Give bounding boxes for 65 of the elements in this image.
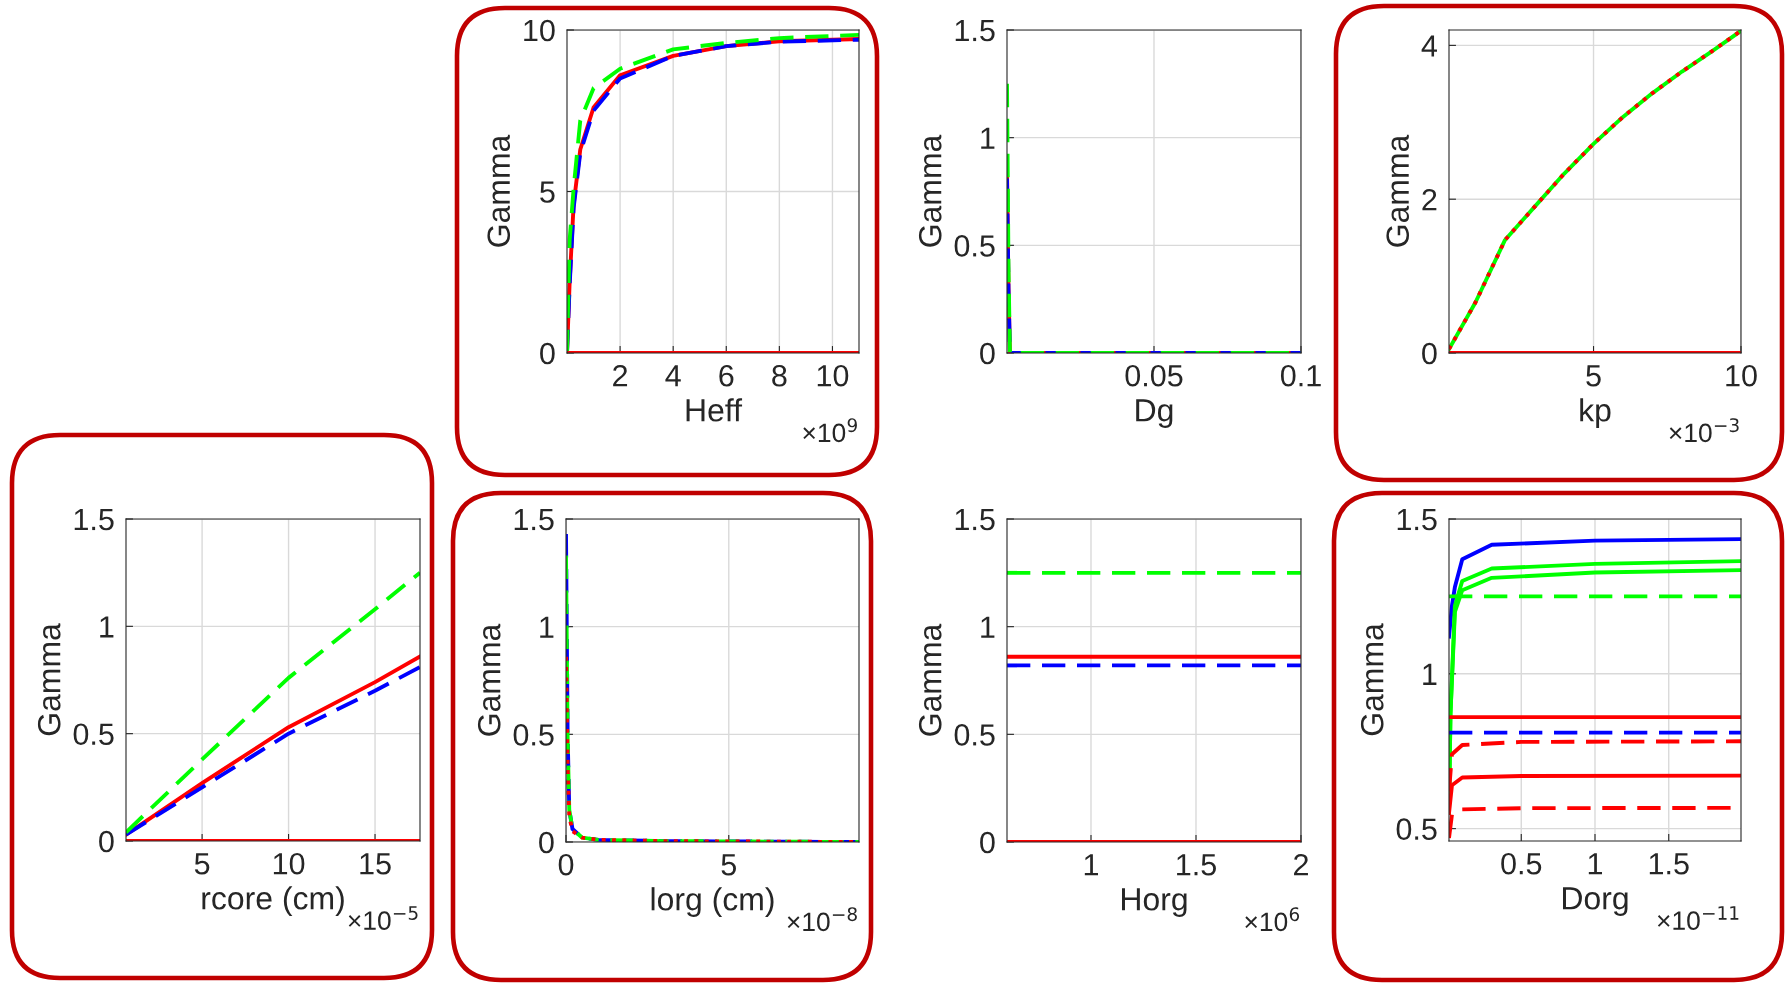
text: ×10$^{−8}$ xyxy=(787,907,857,932)
y-tick-label: 1 xyxy=(100,616,114,638)
text: ×10$^{−11}$ xyxy=(1657,906,1739,931)
x-axis-title: lorg (cm) xyxy=(651,887,774,917)
y-axis-title: Gamma xyxy=(37,623,61,736)
y-tick-label: 0.5 xyxy=(1396,818,1437,840)
x-tick-label: 5 xyxy=(1586,365,1601,387)
y-tick-label: 1.5 xyxy=(955,20,995,42)
y-tick-label: 0.5 xyxy=(73,723,114,746)
x-axis-title: Heff xyxy=(686,398,743,422)
y-tick-label: 5 xyxy=(540,181,555,203)
x-axis-title: Dg xyxy=(1136,399,1173,428)
x-tick-label: 0.5 xyxy=(1501,852,1542,875)
x-tick-label: 1 xyxy=(1084,854,1099,876)
y-tick-label: 0 xyxy=(99,830,114,853)
y-tick-label: 0 xyxy=(980,342,995,365)
x-tick-label: 10 xyxy=(273,852,305,875)
y-axis-title: Gamma xyxy=(918,623,942,736)
text: ×10$^{−3}$ xyxy=(1669,418,1739,443)
x-tick-label: 1.5 xyxy=(1649,853,1689,875)
y-tick-label: 1.5 xyxy=(74,509,114,531)
x-axis-title: rcore (cm) xyxy=(202,886,344,916)
y-axis-title: Gamma xyxy=(918,134,942,247)
x-axis-title: kp xyxy=(1580,398,1611,428)
y-tick-label: 1.5 xyxy=(955,509,995,531)
y-tick-label: 0 xyxy=(539,831,554,854)
y-tick-label: 1 xyxy=(981,127,995,149)
y-tick-label: 0 xyxy=(980,831,995,854)
x-tick-label: 4 xyxy=(665,365,681,387)
text: ×10$^{6}$ xyxy=(1245,907,1300,932)
x-tick-label: 5 xyxy=(194,853,210,875)
y-tick-label: 4 xyxy=(1421,35,1437,57)
x-tick-label: 10 xyxy=(817,364,849,387)
x-tick-label: 8 xyxy=(772,364,787,387)
x-tick-label: 5 xyxy=(721,854,736,876)
y-tick-label: 1 xyxy=(540,616,554,638)
x-tick-label: 0.05 xyxy=(1125,364,1183,387)
y-tick-label: 2 xyxy=(1422,188,1437,211)
x-tick-label: 1 xyxy=(1588,853,1603,875)
x-tick-label: 15 xyxy=(360,853,391,875)
y-tick-label: 0.5 xyxy=(513,724,554,746)
x-tick-label: 2 xyxy=(613,364,628,387)
y-axis-title: Gamma xyxy=(487,134,511,247)
x-tick-label: 6 xyxy=(719,364,734,387)
y-axis-title: Gamma xyxy=(1360,623,1384,736)
x-axis-title: Horg xyxy=(1122,888,1187,917)
y-axis-title: Gamma xyxy=(1386,134,1410,247)
text: ×10$^{9}$ xyxy=(803,418,857,443)
y-axis-title: Gamma xyxy=(477,623,501,736)
text: ×10$^{−5}$ xyxy=(348,906,418,931)
y-tick-label: 0.5 xyxy=(954,724,995,746)
x-tick-label: 10 xyxy=(1726,364,1757,387)
y-tick-label: 0 xyxy=(1422,342,1437,365)
y-tick-label: 1.5 xyxy=(514,509,554,531)
y-tick-label: 1 xyxy=(1423,663,1437,685)
x-axis-title: Dorg xyxy=(1563,887,1628,916)
x-tick-label: 1.5 xyxy=(1177,854,1216,876)
y-tick-label: 0 xyxy=(540,342,555,365)
y-tick-label: 1.5 xyxy=(1397,509,1437,531)
y-tick-label: 0.5 xyxy=(954,235,995,257)
x-tick-label: 0 xyxy=(558,853,574,876)
x-tick-label: 0.1 xyxy=(1280,364,1321,387)
x-tick-label: 2 xyxy=(1294,853,1308,876)
y-tick-label: 1 xyxy=(981,616,995,638)
y-tick-label: 10 xyxy=(524,19,555,42)
